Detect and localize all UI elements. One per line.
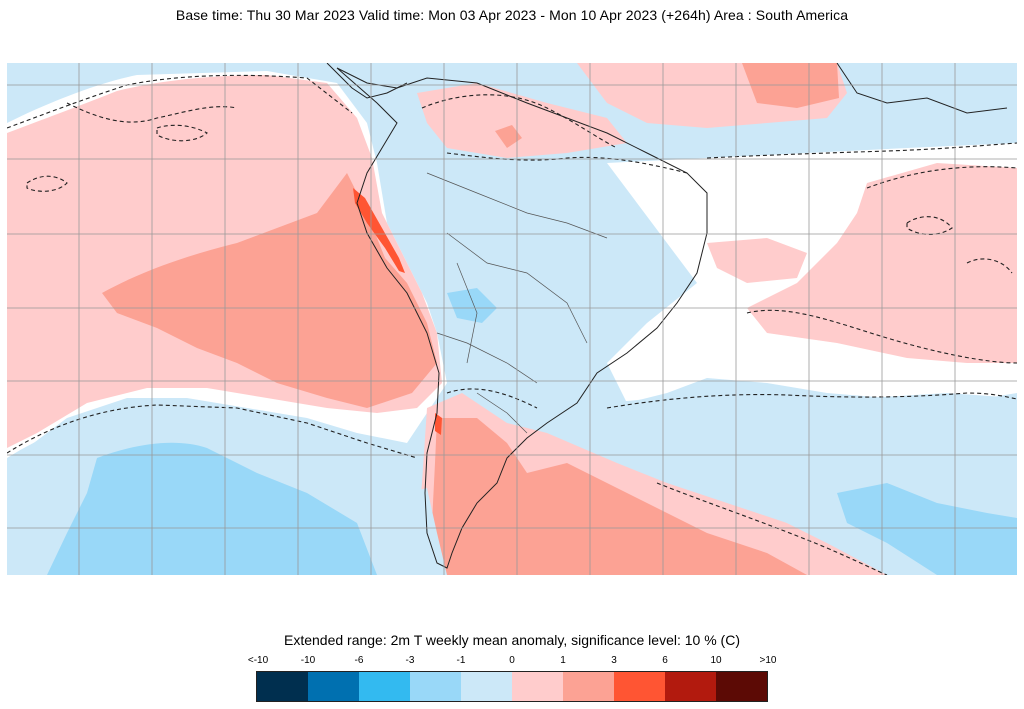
legend-labels: <-10 -10 -6 -3 -1 0 1 3 6 10 >10 [248, 655, 777, 669]
legend-swatch [410, 672, 461, 701]
cool-core-south-pacific [47, 442, 377, 575]
legend-label: 0 [509, 655, 515, 666]
peru-coastal-hot [353, 188, 405, 273]
lat-lon-grid [7, 63, 1017, 575]
legend-label: 3 [611, 655, 617, 666]
legend-label: 1 [560, 655, 566, 666]
legend-swatch [308, 672, 359, 701]
warm-spot-north [495, 125, 522, 148]
legend-label: -6 [354, 655, 364, 666]
legend-title: Extended range: 2m T weekly mean anomaly… [283, 632, 740, 648]
legend-label: 10 [710, 655, 722, 666]
legend-swatch [563, 672, 614, 701]
significance-contours [7, 74, 1017, 575]
legend-label: -3 [405, 655, 415, 666]
anomaly-map [7, 63, 1017, 575]
warm-region-atlantic-east [707, 238, 807, 283]
legend-label: <-10 [247, 655, 269, 666]
legend-swatch [614, 672, 665, 701]
warm-spot-caribbean [742, 63, 839, 108]
legend-swatch [359, 672, 410, 701]
legend-swatch [716, 672, 767, 701]
central-america-coastline [326, 63, 1008, 114]
legend-swatch [257, 672, 308, 701]
cool-spot-amazon [447, 288, 497, 323]
warm-core-argentina [427, 418, 807, 575]
warm-region-north [417, 83, 627, 158]
legend-swatch [512, 672, 563, 701]
warm-core-pacific [102, 173, 437, 408]
legend-swatch [461, 672, 512, 701]
country-borders [426, 172, 608, 434]
legend-label: -1 [456, 655, 466, 666]
chile-hot-strip [435, 413, 442, 435]
legend-color-bar [256, 671, 768, 702]
legend-label: -10 [300, 655, 316, 666]
map-title: Base time: Thu 30 Mar 2023 Valid time: M… [175, 7, 849, 23]
anomaly-map-canvas [7, 63, 1017, 575]
legend-label: 6 [662, 655, 668, 666]
south-america-coastline [336, 67, 708, 569]
legend-label: >10 [759, 655, 777, 666]
legend-swatch [665, 672, 716, 701]
